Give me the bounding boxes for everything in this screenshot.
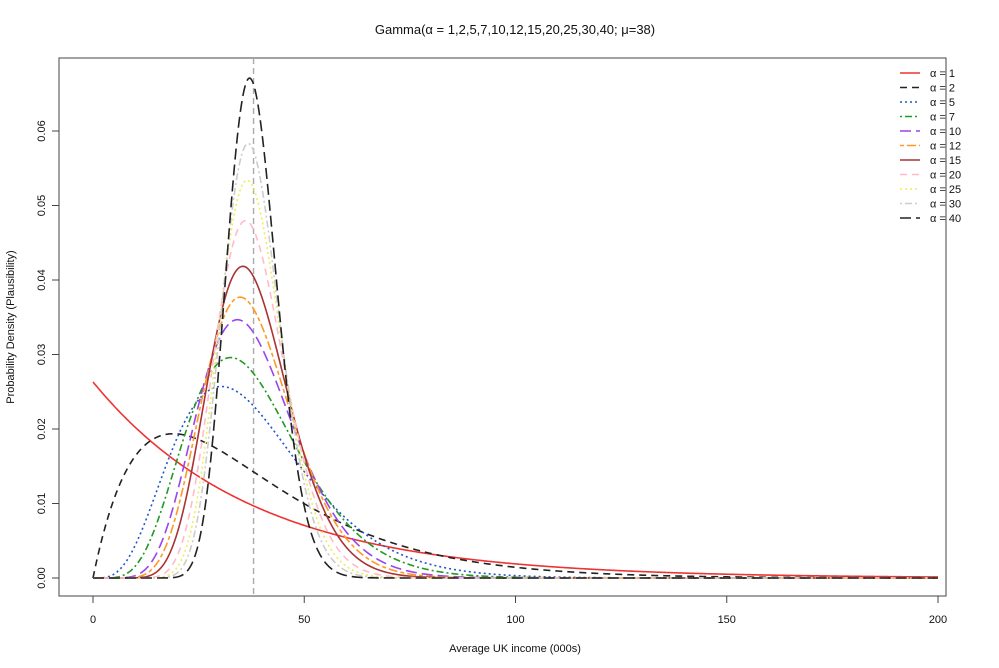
x-tick-label: 0 — [90, 614, 96, 626]
legend-label: α = 5 — [930, 97, 955, 109]
series-layer — [92, 58, 938, 596]
y-tick-label: 0.06 — [36, 120, 48, 141]
x-tick-label: 200 — [929, 614, 947, 626]
series-line-alpha-2 — [92, 432, 938, 579]
series-line-alpha-25 — [93, 179, 938, 579]
y-axis: 0.00 0.01 0.02 0.03 0.04 0.05 0.06 — [36, 120, 60, 589]
plot-frame — [58, 57, 947, 597]
x-tick-label: 100 — [506, 614, 524, 626]
legend-label: α = 2 — [930, 83, 955, 95]
x-tick-label: 50 — [298, 614, 310, 626]
series-line-alpha-20 — [93, 219, 938, 579]
series-line-alpha-5 — [93, 385, 938, 579]
y-tick-label: 0.01 — [36, 493, 48, 514]
legend-label: α = 20 — [930, 170, 961, 182]
legend-label: α = 15 — [930, 155, 961, 167]
y-tick-label: 0.03 — [36, 344, 48, 365]
legend-label: α = 10 — [930, 126, 961, 138]
legend-label: α = 12 — [930, 141, 961, 153]
x-axis: 0 50 100 150 200 — [90, 595, 947, 626]
legend-label: α = 30 — [930, 199, 961, 211]
legend-label: α = 40 — [930, 213, 961, 225]
legend-label: α = 7 — [930, 112, 955, 124]
legend: α = 1 α = 2 α = 5 α = 7 α = 10 α = 12 α = 15 α … — [900, 68, 961, 225]
series-line-alpha-40 — [93, 77, 938, 579]
y-axis-label: Probability Density (Plausibility) — [5, 250, 17, 403]
legend-label: α = 1 — [930, 68, 955, 80]
x-axis-label: Average UK income (000s) — [449, 643, 581, 655]
series-line-alpha-1 — [92, 381, 938, 578]
legend-label: α = 25 — [930, 184, 961, 196]
x-tick-label: 150 — [718, 614, 736, 626]
series-line-alpha-7 — [93, 356, 938, 579]
y-tick-label: 0.02 — [36, 418, 48, 439]
y-tick-label: 0.05 — [36, 195, 48, 216]
y-tick-label: 0.04 — [36, 269, 48, 290]
y-tick-label: 0.00 — [36, 567, 48, 588]
chart-title: Gamma(α = 1,2,5,7,10,12,15,20,25,30,40; … — [375, 22, 655, 37]
